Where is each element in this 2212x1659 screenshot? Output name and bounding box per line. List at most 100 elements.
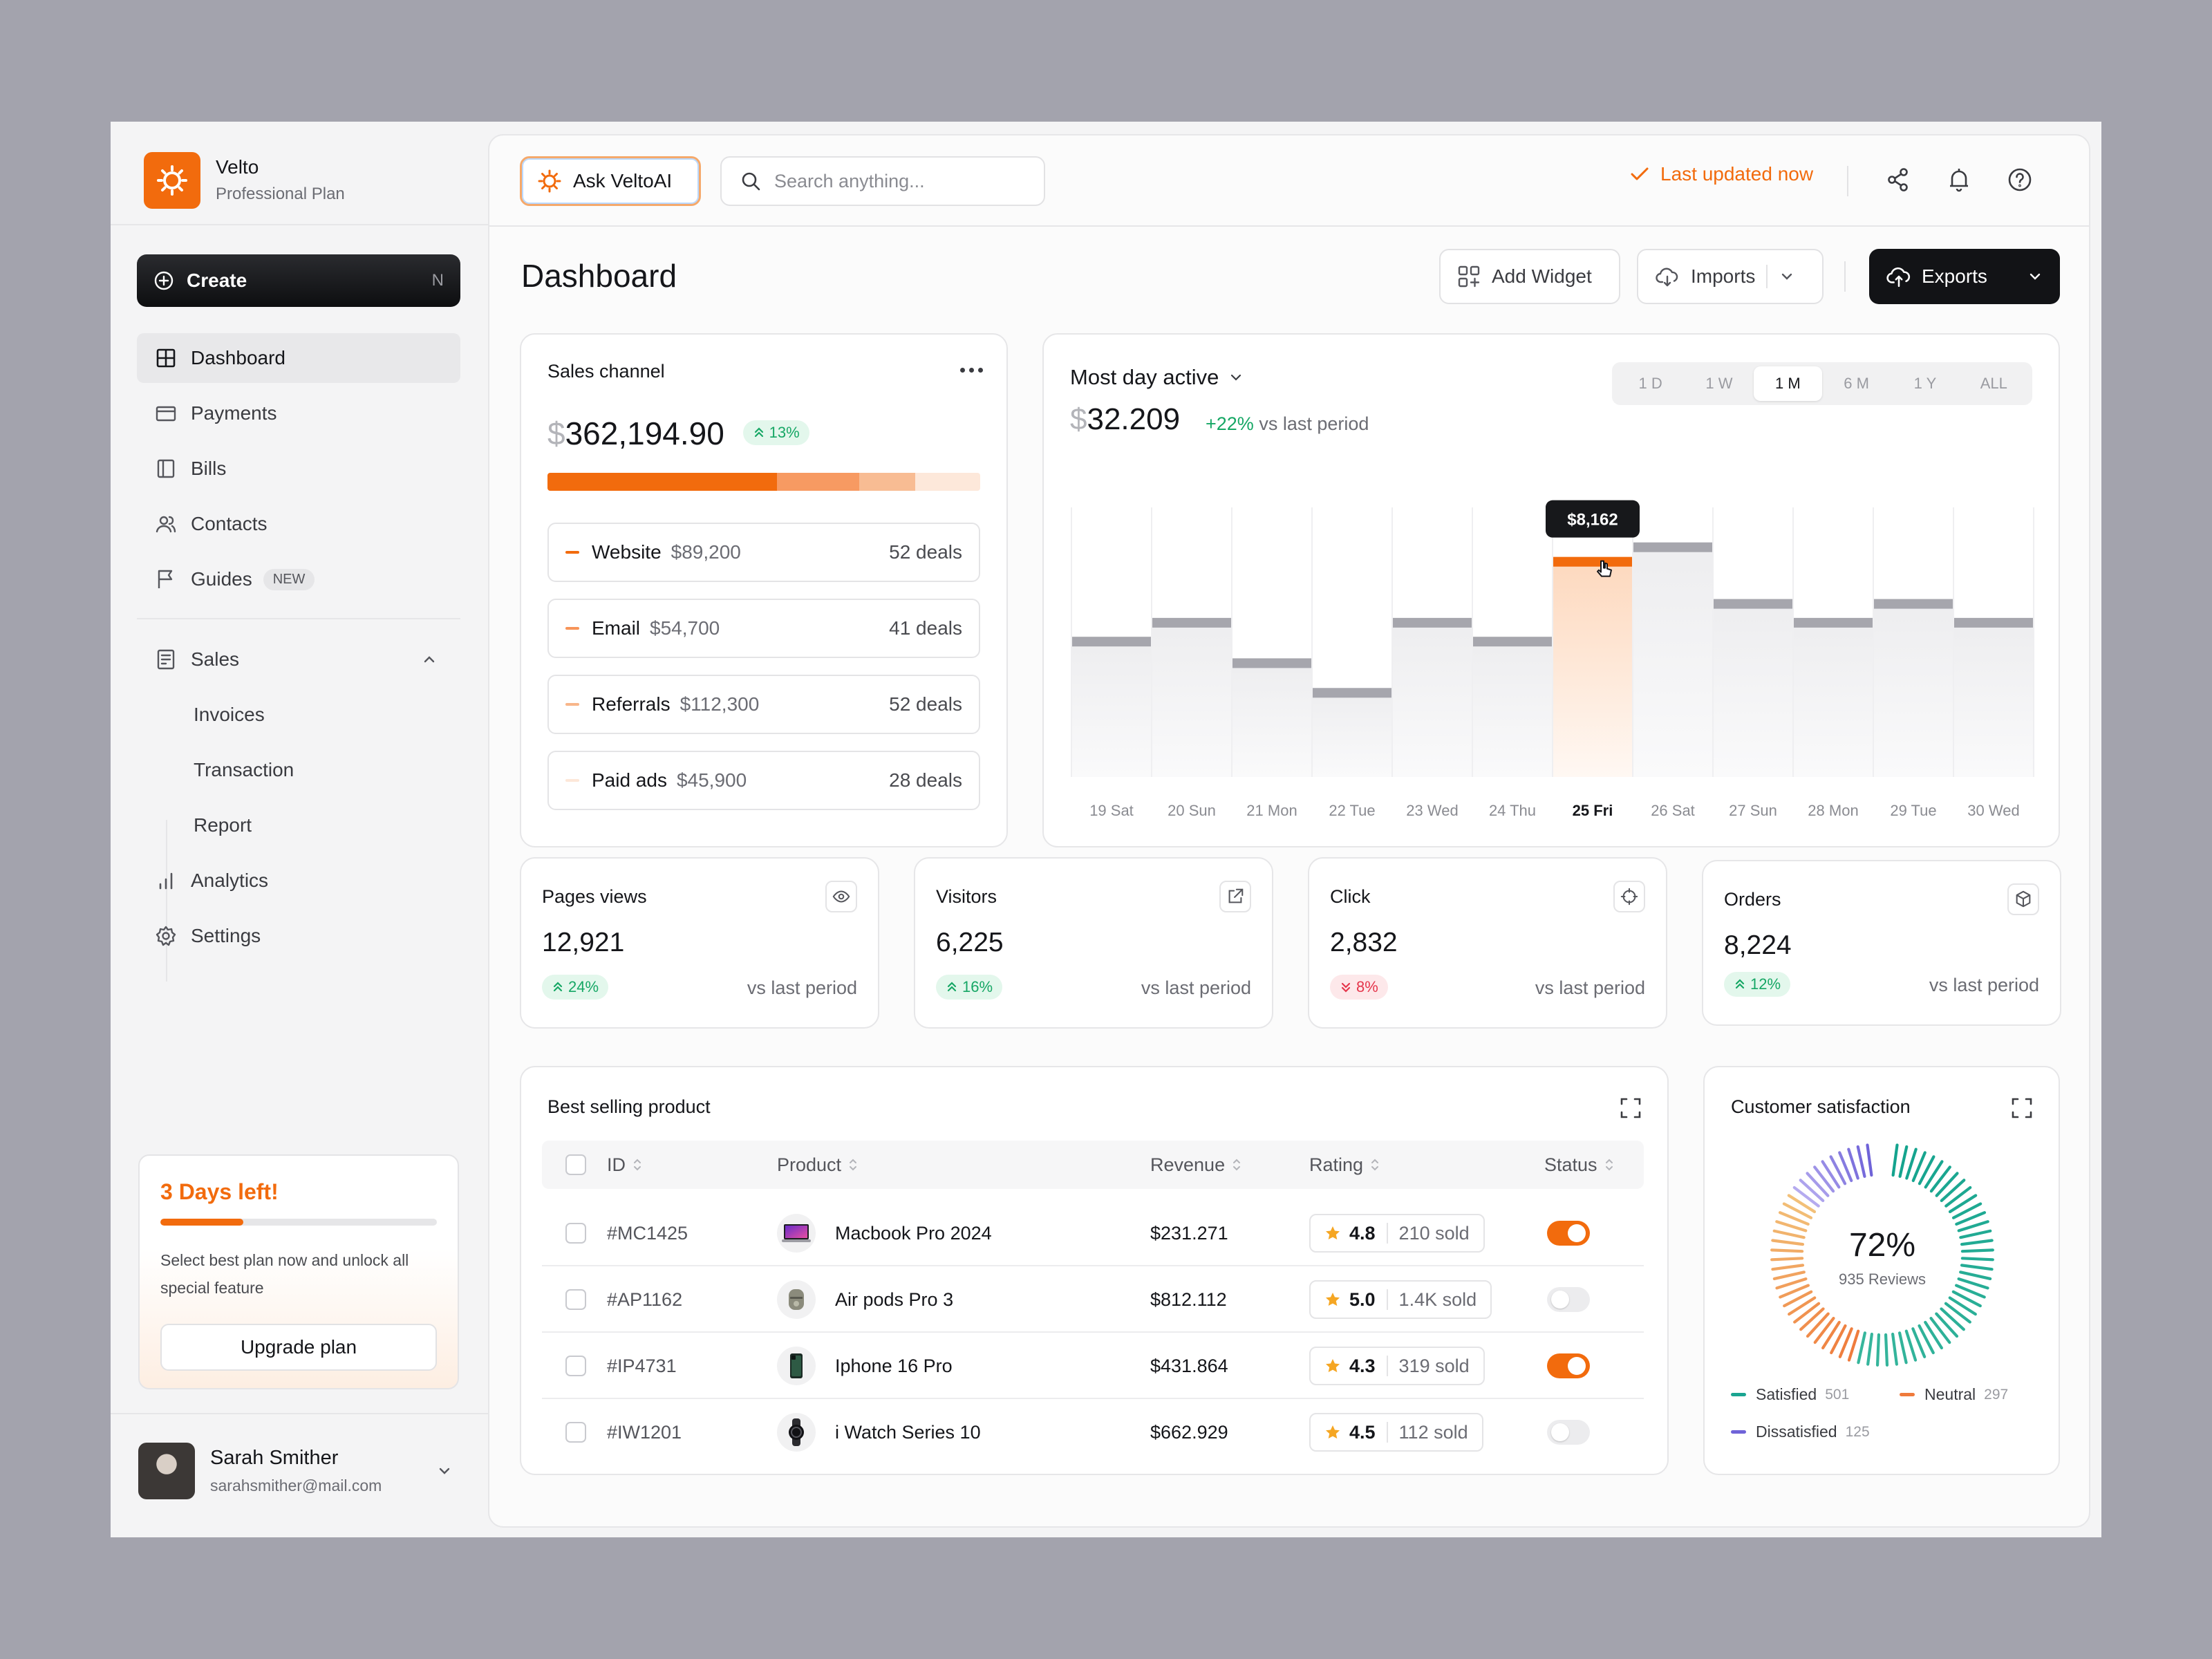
sidebar-item-payments[interactable]: Payments	[137, 388, 460, 438]
sidebar-item-contacts[interactable]: Contacts	[137, 499, 460, 549]
exports-button[interactable]: Exports	[1869, 249, 2060, 304]
sidebar-subitem-report[interactable]: Report	[194, 814, 252, 836]
expand-icon[interactable]	[1619, 1096, 1642, 1120]
add-widget-button[interactable]: Add Widget	[1439, 249, 1620, 304]
bar[interactable]	[1393, 617, 1472, 628]
bar[interactable]	[1152, 617, 1231, 628]
app-window: Velto Professional Plan Create N Dashboa…	[111, 122, 2101, 1537]
more-icon[interactable]	[960, 368, 983, 373]
range-option[interactable]: 1 D	[1638, 375, 1662, 392]
range-selector: 1 D 1 W 1 M 6 M 1 Y ALL	[1612, 362, 2032, 405]
column-header-id[interactable]: ID	[607, 1141, 642, 1189]
sidebar-item-analytics[interactable]: Analytics	[137, 856, 460, 906]
sidebar-item-dashboard[interactable]: Dashboard	[137, 333, 460, 383]
sidebar-item-sales[interactable]: Sales	[137, 635, 460, 684]
vs-label: vs last period	[1259, 413, 1369, 434]
donut-tick	[1940, 1307, 1965, 1331]
product-id: #AP1162	[607, 1288, 683, 1310]
box-icon[interactable]	[2007, 883, 2039, 915]
stat-card-pages-views: Pages views 12,921 24% vs last period	[520, 857, 879, 1029]
ask-ai-button[interactable]: Ask VeltoAI	[520, 156, 701, 206]
range-option[interactable]: 1 M	[1753, 366, 1822, 401]
select-all-checkbox[interactable]	[565, 1154, 586, 1175]
help-icon[interactable]	[2006, 166, 2034, 194]
chevron-down-icon[interactable]	[435, 1462, 453, 1480]
sidebar-item-label: Analytics	[191, 870, 269, 891]
stat-value: 12,921	[542, 928, 625, 957]
bar[interactable]	[1553, 556, 1632, 567]
crosshair-icon[interactable]	[1613, 881, 1645, 912]
avatar	[138, 1443, 195, 1499]
table-row[interactable]: #IP4731 Iphone 16 Pro $431.864 4.3 319 sold	[542, 1333, 1644, 1399]
bar[interactable]	[1232, 658, 1311, 668]
vs-label: vs last period	[1929, 975, 2039, 995]
bar-fill	[1633, 542, 1712, 777]
channel-row[interactable]: Website $89,200 52 deals	[547, 523, 980, 582]
share-icon[interactable]	[1884, 166, 1912, 194]
search-box[interactable]	[720, 156, 1045, 206]
upgrade-plan-button[interactable]: Upgrade plan	[160, 1324, 437, 1371]
column-header-revenue[interactable]: Revenue	[1150, 1141, 1241, 1189]
row-checkbox[interactable]	[565, 1356, 586, 1376]
bar[interactable]	[1954, 617, 2033, 628]
status-toggle[interactable]	[1547, 1420, 1590, 1445]
table-row[interactable]: #AP1162 Air pods Pro 3 $812.112 5.0 1.4K sol…	[542, 1266, 1644, 1333]
row-checkbox[interactable]	[565, 1422, 586, 1443]
range-option[interactable]: 1 Y	[1913, 375, 1937, 392]
range-option[interactable]: 6 M	[1844, 375, 1869, 392]
status-toggle[interactable]	[1547, 1287, 1590, 1312]
row-checkbox[interactable]	[565, 1223, 586, 1244]
bar[interactable]	[1794, 617, 1873, 628]
sidebar-item-guides[interactable]: Guides NEW	[137, 554, 460, 604]
sidebar-item-settings[interactable]: Settings	[137, 911, 460, 961]
donut-tick	[1924, 1160, 1944, 1189]
channel-row[interactable]: Referrals $112,300 52 deals	[547, 675, 980, 734]
bar[interactable]	[1473, 637, 1552, 647]
chevron-down-icon[interactable]	[1779, 268, 1795, 285]
eye-icon[interactable]	[825, 881, 857, 912]
bar[interactable]	[1313, 688, 1391, 698]
chevron-down-icon[interactable]	[2027, 268, 2043, 285]
sidebar-item-bills[interactable]: Bills	[137, 444, 460, 494]
row-checkbox-cell	[565, 1333, 586, 1399]
column-header-rating[interactable]: Rating	[1309, 1141, 1380, 1189]
bar[interactable]	[1072, 637, 1151, 647]
donut-tick	[1782, 1202, 1813, 1219]
search-input[interactable]	[774, 170, 1037, 192]
sidebar-subitem-transaction[interactable]: Transaction	[194, 759, 294, 780]
bar[interactable]	[1874, 599, 1953, 609]
bell-icon[interactable]	[1945, 166, 1973, 194]
range-option[interactable]: ALL	[1980, 375, 2007, 392]
donut-tick	[1948, 1296, 1977, 1316]
imports-button[interactable]: Imports	[1637, 249, 1824, 304]
brand[interactable]: Velto Professional Plan	[144, 152, 345, 209]
donut-tick	[1960, 1264, 1994, 1271]
range-option[interactable]: 1 W	[1705, 375, 1733, 392]
channel-row[interactable]: Paid ads $45,900 28 deals	[547, 751, 980, 810]
change-value: 16%	[962, 978, 993, 995]
chevron-up-icon[interactable]	[420, 650, 438, 668]
gear-icon	[155, 925, 177, 947]
user-profile[interactable]: Sarah Smither sarahsmither@mail.com	[138, 1441, 460, 1501]
column-header-product[interactable]: Product	[777, 1141, 858, 1189]
create-button[interactable]: Create N	[137, 254, 460, 307]
table-row[interactable]: #MC1425 Macbook Pro 2024 $231.271 4.8 210 so…	[542, 1200, 1644, 1266]
column-header-status[interactable]: Status	[1544, 1141, 1614, 1189]
channel-row[interactable]: Email $54,700 41 deals	[547, 599, 980, 658]
arrow-down-icon	[1340, 981, 1352, 993]
sort-icon	[848, 1157, 858, 1172]
row-checkbox[interactable]	[565, 1289, 586, 1310]
table-row[interactable]: #IW1201 i Watch Series 10 $662.929 4.5 112 s…	[542, 1399, 1644, 1465]
bar[interactable]	[1633, 542, 1712, 552]
toggle-knob	[1551, 1291, 1569, 1309]
most-day-active-dropdown[interactable]: Most day active	[1070, 365, 1244, 390]
sidebar-subitem-invoices[interactable]: Invoices	[194, 704, 265, 725]
bar-fill	[1072, 637, 1151, 777]
product-cell: i Watch Series 10	[777, 1399, 981, 1465]
expand-icon[interactable]	[2010, 1096, 2034, 1120]
bar-fill	[1874, 599, 1953, 777]
bar[interactable]	[1714, 599, 1792, 609]
status-toggle[interactable]	[1547, 1221, 1590, 1246]
status-toggle[interactable]	[1547, 1353, 1590, 1378]
external-link-icon[interactable]	[1219, 881, 1251, 912]
